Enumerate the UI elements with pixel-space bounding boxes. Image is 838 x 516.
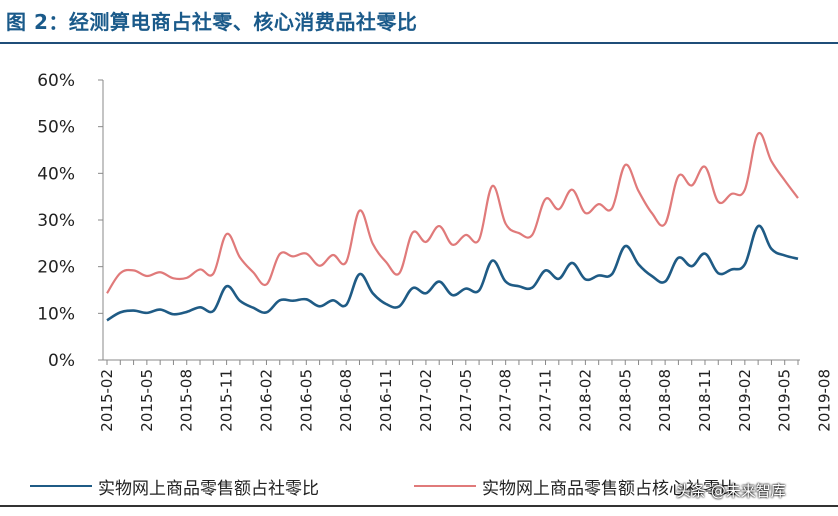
x-tick-label: 2015-08 bbox=[178, 369, 196, 432]
legend-label-series-1: 实物网上商品零售额占社零比 bbox=[98, 479, 319, 499]
tick-labels-layer: 0% 10% 20% 30% 40% 50% 60% 2015-02 2015-05 2015-0… bbox=[37, 71, 834, 432]
bottom-divider bbox=[0, 505, 838, 507]
series-line-2 bbox=[106, 131, 799, 294]
x-tick-label: 2017-08 bbox=[497, 369, 515, 432]
x-tick-label: 2015-05 bbox=[138, 369, 156, 432]
x-tick-label: 2019-05 bbox=[776, 369, 794, 432]
series-layer bbox=[106, 131, 799, 322]
x-tick-label: 2018-11 bbox=[696, 369, 714, 432]
x-tick-label: 2016-02 bbox=[257, 369, 275, 432]
legend-swatch-series-1 bbox=[30, 485, 92, 487]
x-tick-label: 2017-11 bbox=[537, 369, 555, 432]
x-tick-label: 2016-08 bbox=[337, 369, 355, 432]
y-tick-label: 60% bbox=[37, 71, 75, 91]
legend-label-series-2: 实物网上商品零售额占核心社零比 bbox=[482, 479, 737, 499]
x-tick-label: 2016-05 bbox=[297, 369, 315, 432]
x-tick-label: 2016-11 bbox=[377, 369, 395, 432]
y-tick-label: 30% bbox=[37, 211, 75, 231]
chart-title: 图 2：经测算电商占社零、核心消费品社零比 bbox=[6, 10, 418, 34]
y-tick-label: 20% bbox=[37, 258, 75, 278]
title-divider bbox=[0, 42, 838, 44]
x-tick-label: 2017-05 bbox=[457, 369, 475, 432]
x-tick-label: 2018-05 bbox=[616, 369, 634, 432]
x-tick-label: 2018-08 bbox=[656, 369, 674, 432]
x-tick-label: 2019-08 bbox=[816, 369, 834, 432]
x-tick-label: 2015-11 bbox=[218, 369, 236, 432]
series-line-1 bbox=[106, 224, 799, 322]
x-tick-label: 2018-02 bbox=[576, 369, 594, 432]
x-tick-label: 2019-02 bbox=[736, 369, 754, 432]
y-tick-label: 40% bbox=[37, 164, 75, 184]
x-tick-label: 2015-02 bbox=[98, 369, 116, 432]
y-tick-label: 50% bbox=[37, 118, 75, 138]
axes-layer bbox=[98, 79, 800, 365]
legend-swatch-series-2 bbox=[414, 485, 476, 487]
y-tick-label: 0% bbox=[48, 351, 75, 371]
x-tick-label: 2017-02 bbox=[417, 369, 435, 432]
watermark-text: 头条 @未来智库 bbox=[676, 482, 786, 500]
y-tick-label: 10% bbox=[37, 304, 75, 324]
